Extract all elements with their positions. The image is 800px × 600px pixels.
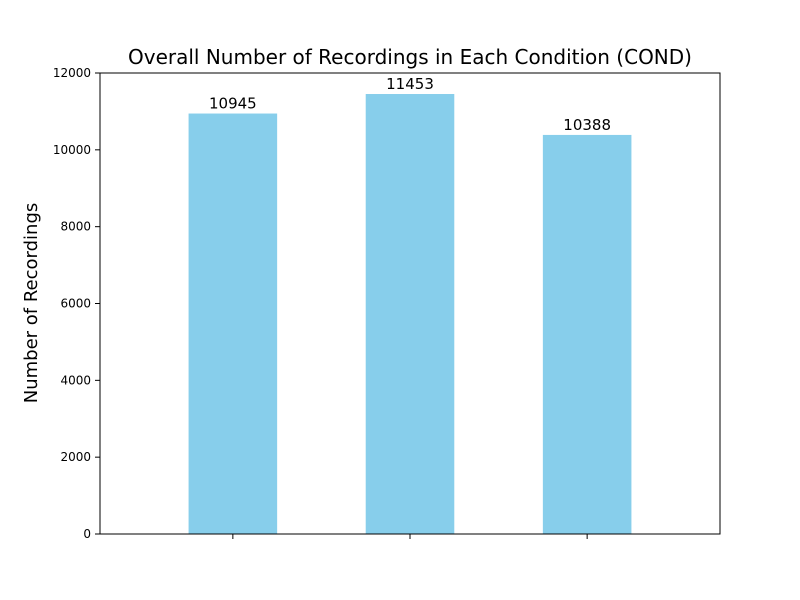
x-axis [232, 534, 588, 539]
bar-value-label-2: 11453 [386, 75, 434, 93]
bars-layer [188, 94, 632, 534]
y-tick-label-2: 4000 [60, 373, 91, 387]
y-tick-label-3: 6000 [60, 297, 91, 311]
plot-frame [99, 72, 721, 535]
bar-1 [188, 113, 278, 534]
y-tick-label-0: 0 [83, 527, 91, 541]
bar-value-label-3: 10388 [563, 116, 611, 134]
chart-title: Overall Number of Recordings in Each Con… [128, 45, 692, 69]
bar-value-label-1: 10945 [209, 95, 257, 113]
bar-3 [542, 134, 632, 534]
bar-2 [365, 94, 455, 534]
y-tick-label-5: 10000 [53, 143, 91, 157]
y-axis-label: Number of Recordings [21, 203, 42, 404]
y-tick-label-4: 8000 [60, 220, 91, 234]
value-labels-layer: 10945 11453 10388 [209, 75, 611, 134]
y-tick-label-1: 2000 [60, 450, 91, 464]
y-axis: 0 2000 4000 6000 8000 10000 12000 [53, 66, 100, 541]
y-tick-label-6: 12000 [53, 66, 91, 80]
